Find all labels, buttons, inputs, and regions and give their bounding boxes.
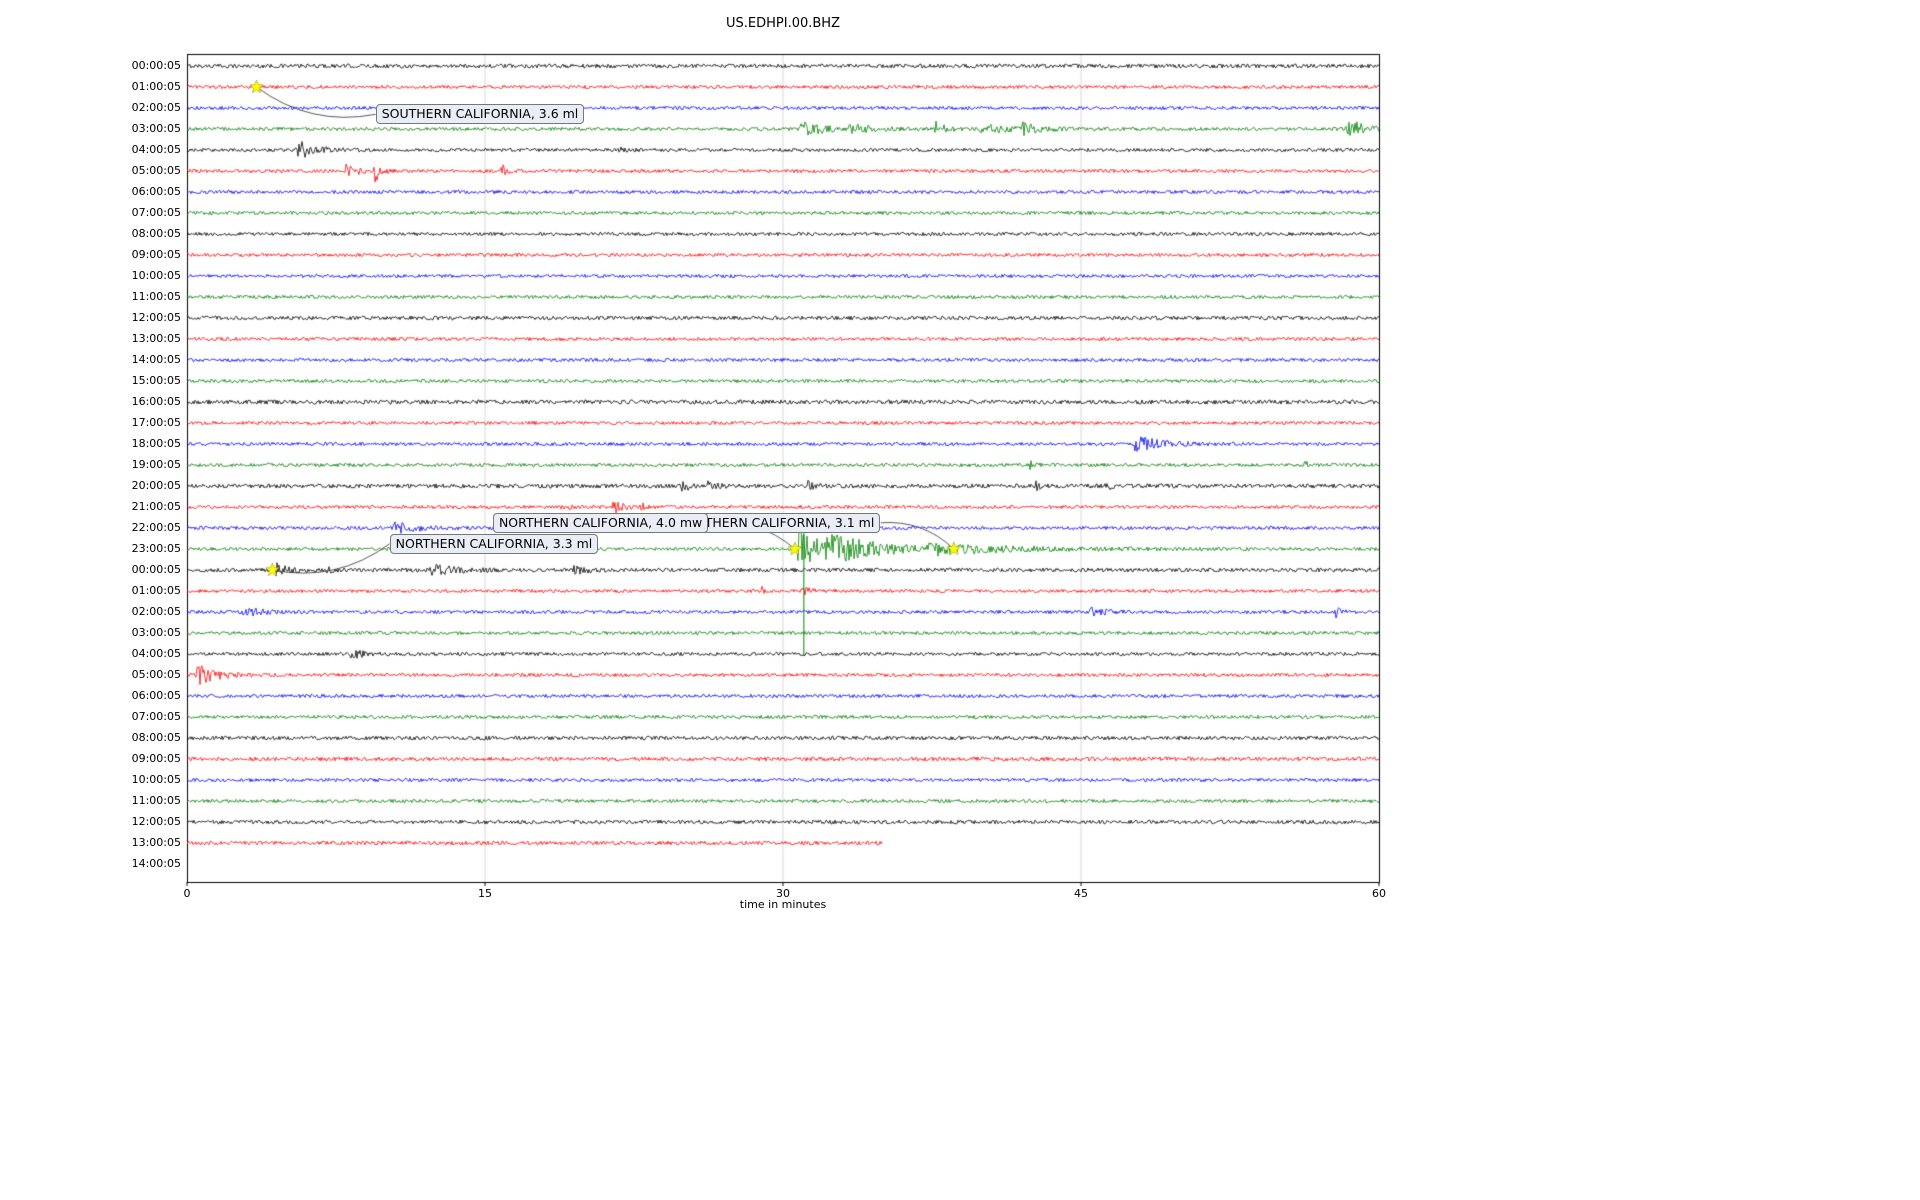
row-label: 08:00:05 [131,731,181,744]
row-label: 09:00:05 [131,248,181,261]
row-label: 07:00:05 [131,206,181,219]
row-label: 02:00:05 [131,605,181,618]
row-label: 14:00:05 [131,353,181,366]
row-label: 06:00:05 [131,689,181,702]
row-label: 23:00:05 [131,542,181,555]
event-annotation: NORTHERN CALIFORNIA, 3.1 ml [671,512,881,533]
row-label: 09:00:05 [131,752,181,765]
x-tick-label: 15 [478,887,492,900]
row-label: 11:00:05 [131,794,181,807]
row-label: 22:00:05 [131,521,181,534]
row-label: 14:00:05 [131,857,181,870]
row-label: 18:00:05 [131,437,181,450]
row-label: 00:00:05 [131,563,181,576]
row-label: 15:00:05 [131,374,181,387]
event-annotation: SOUTHERN CALIFORNIA, 3.6 ml [375,104,585,125]
row-label: 08:00:05 [131,227,181,240]
row-label: 03:00:05 [131,122,181,135]
row-label: 17:00:05 [131,416,181,429]
row-label: 04:00:05 [131,647,181,660]
row-label: 07:00:05 [131,710,181,723]
row-label: 12:00:05 [131,311,181,324]
x-axis-label: time in minutes [739,898,827,911]
row-label: 20:00:05 [131,479,181,492]
row-label: 00:00:05 [131,59,181,72]
row-label: 10:00:05 [131,773,181,786]
row-label: 21:00:05 [131,500,181,513]
row-label: 01:00:05 [131,80,181,93]
row-label: 05:00:05 [131,164,181,177]
x-tick-label: 0 [183,887,191,900]
row-label: 06:00:05 [131,185,181,198]
row-label: 19:00:05 [131,458,181,471]
row-label: 05:00:05 [131,668,181,681]
x-tick-label: 30 [776,887,790,900]
row-label: 13:00:05 [131,836,181,849]
row-label: 12:00:05 [131,815,181,828]
row-label: 04:00:05 [131,143,181,156]
row-label: 01:00:05 [131,584,181,597]
row-label: 10:00:05 [131,269,181,282]
row-label: 11:00:05 [131,290,181,303]
x-tick-label: 60 [1372,887,1386,900]
row-label: 16:00:05 [131,395,181,408]
row-label: 03:00:05 [131,626,181,639]
chart-title: US.EDHPI.00.BHZ [726,16,840,31]
x-tick-label: 45 [1074,887,1088,900]
row-label: 02:00:05 [131,101,181,114]
row-label: 13:00:05 [131,332,181,345]
event-annotation: NORTHERN CALIFORNIA, 3.3 ml [389,533,599,554]
event-annotation: NORTHERN CALIFORNIA, 4.0 mw [492,512,709,533]
